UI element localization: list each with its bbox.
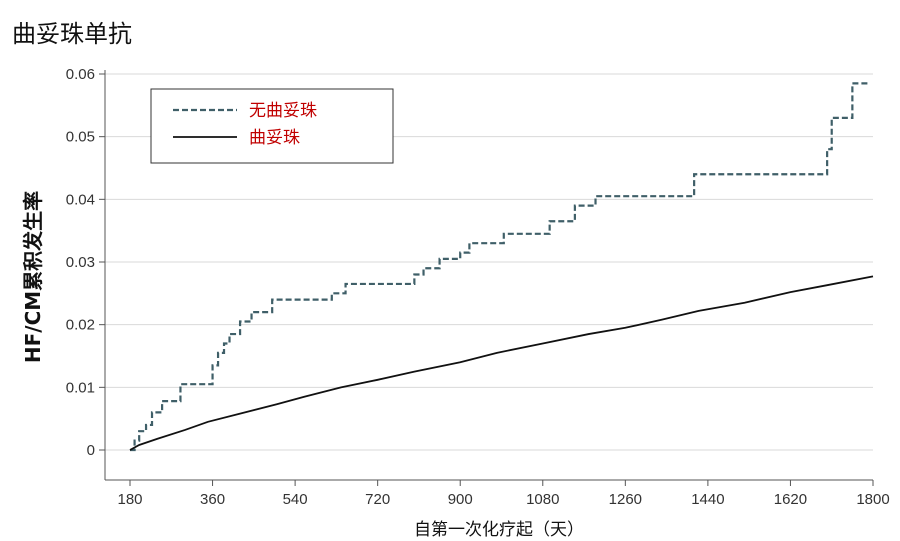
x-tick-label: 360 — [200, 491, 225, 508]
x-tick-label: 180 — [117, 491, 142, 508]
legend-label-trastuzumab: 曲妥珠 — [249, 128, 300, 148]
x-tick-label: 1260 — [609, 491, 642, 508]
series-line-untreated — [130, 82, 869, 452]
y-tick-label: 0.05 — [66, 129, 95, 146]
x-tick-label: 1440 — [691, 491, 724, 508]
page-title: 曲妥珠单抗 — [12, 20, 132, 48]
x-tick-label: 900 — [448, 491, 473, 508]
axes: 0 0.01 0.02 0.03 0.04 0.05 0.06 180 360 540 720 900… — [66, 66, 890, 508]
y-tick-label: 0 — [87, 442, 95, 459]
y-tick-label: 0.03 — [66, 254, 95, 271]
y-axis-title: HF/CM累积发生率 — [21, 191, 45, 363]
x-tick-label: 540 — [283, 491, 308, 508]
y-tick-label: 0.02 — [66, 317, 95, 334]
x-tick-label: 1800 — [856, 491, 889, 508]
legend-box — [150, 88, 394, 164]
y-tick-label: 0.06 — [66, 66, 95, 83]
series-layer — [129, 82, 874, 452]
x-tick-label: 1080 — [526, 491, 559, 508]
x-tick-label: 720 — [365, 491, 390, 508]
x-tick-label: 1620 — [774, 491, 807, 508]
series-line-trastuzumab — [129, 275, 874, 451]
y-tick-label: 0.04 — [66, 191, 95, 208]
legend-label-untreated: 无曲妥珠 — [249, 101, 317, 121]
x-axis-title: 自第一次化疗起（天） — [414, 520, 584, 540]
gridlines — [105, 73, 873, 451]
y-tick-label: 0.01 — [66, 379, 95, 396]
